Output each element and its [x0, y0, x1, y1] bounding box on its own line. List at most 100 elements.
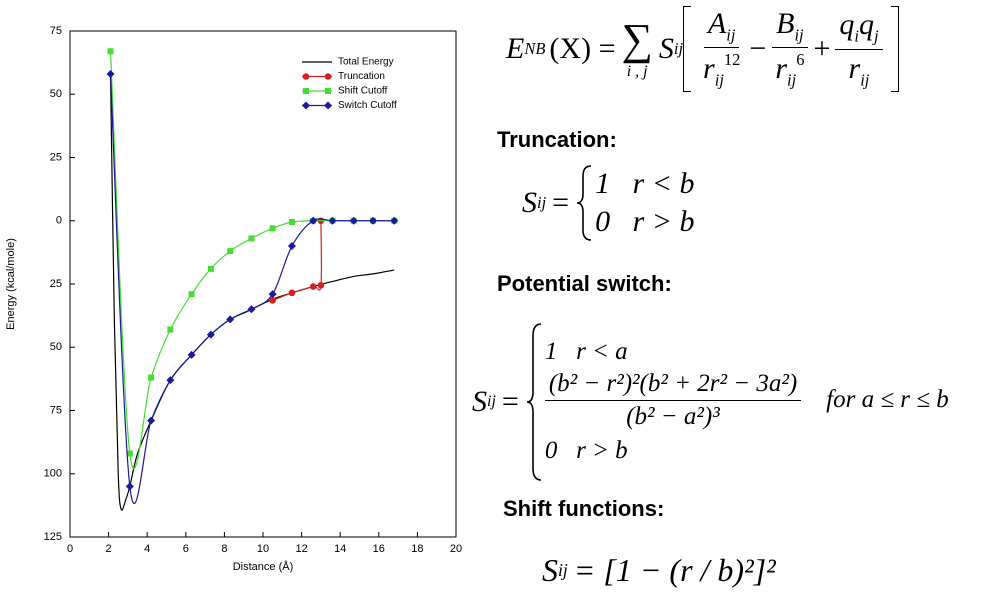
symbol: S: [522, 186, 537, 219]
heading: Shift functions:: [503, 496, 665, 521]
symbol: S: [658, 32, 674, 65]
x-tick-label: 18: [411, 543, 423, 555]
symbol: B: [776, 6, 795, 40]
x-axis-title: Distance (Å): [233, 560, 294, 573]
x-tick-label: 10: [257, 543, 269, 555]
subscript: ij: [860, 69, 870, 89]
marker: [226, 315, 235, 324]
legend-label: Total Energy: [338, 57, 394, 68]
marker: [269, 225, 276, 232]
marker: [166, 376, 175, 385]
x-tick-label: 12: [295, 543, 307, 555]
marker: [107, 48, 114, 55]
y-tick-label: 25: [50, 151, 62, 163]
numerator: (b² − r²)²(b² + 2r² − 3a²): [544, 370, 802, 401]
expression: = [1 − (r / b)²]²: [573, 552, 776, 588]
subscript: i , j: [626, 63, 648, 80]
marker: [309, 216, 318, 225]
brace: [526, 323, 541, 481]
marker: [167, 326, 174, 333]
symbol: (X) =: [549, 32, 616, 65]
subscript: ij: [714, 71, 724, 91]
marker: [288, 219, 295, 226]
subscript: ij: [794, 25, 804, 45]
marker: [227, 248, 234, 255]
superscript: 6: [796, 50, 805, 70]
marker: [287, 242, 296, 251]
heading: Truncation:: [497, 127, 617, 152]
series-line: [109, 51, 395, 469]
y-tick-label: 0: [56, 215, 62, 227]
operator: +: [813, 32, 831, 65]
symbol: q: [839, 8, 855, 42]
y-tick-label: 100: [44, 468, 62, 480]
subscript: NB: [524, 39, 546, 58]
marker: [106, 70, 115, 79]
legend-label: Switch Cutoff: [338, 100, 397, 111]
marker: [187, 350, 196, 359]
marker: [317, 281, 325, 289]
operator: =: [501, 385, 519, 418]
y-tick-label: 75: [50, 404, 62, 416]
marker: [324, 101, 332, 110]
marker: [349, 216, 358, 225]
y-tick-label: 25: [50, 278, 62, 290]
symbol: r: [848, 51, 861, 85]
fraction: Aij rij12: [699, 7, 744, 91]
symbol: r: [703, 52, 715, 86]
marker: [248, 235, 255, 242]
legend-label: Truncation: [338, 71, 385, 82]
symbol: S: [472, 385, 487, 418]
operator: −: [749, 32, 767, 65]
y-tick-label: 50: [50, 341, 62, 353]
marker: [207, 265, 214, 272]
operator: =: [552, 186, 570, 219]
fraction: qiqj rij: [835, 8, 883, 90]
symbol: q: [858, 8, 874, 42]
case: 0 r > b: [544, 436, 628, 464]
superscript: 12: [723, 50, 741, 70]
case: 1 r < a: [544, 337, 628, 365]
legend-label: Shift Cutoff: [338, 86, 388, 97]
case: 0 r > b: [595, 205, 695, 238]
y-tick-label: 125: [44, 531, 62, 543]
marker: [148, 374, 155, 381]
marker: [302, 73, 310, 80]
x-tick-label: 2: [106, 543, 112, 555]
subscript: j: [873, 26, 879, 46]
marker: [126, 450, 133, 457]
marker: [302, 101, 310, 110]
heading: Potential switch:: [497, 271, 672, 296]
marker: [147, 416, 156, 425]
symbol: A: [707, 6, 727, 40]
subscript: ij: [558, 560, 568, 580]
marker: [188, 291, 195, 298]
series-line: [109, 73, 395, 505]
symbol: E: [506, 32, 525, 65]
marker: [125, 482, 134, 491]
marker: [328, 216, 337, 225]
marker: [268, 290, 277, 299]
fraction: (b² − r²)²(b² + 2r² − 3a²) (b² − a²)³: [544, 370, 802, 431]
x-tick-label: 20: [450, 543, 462, 555]
x-tick-label: 14: [334, 543, 346, 555]
marker: [206, 330, 215, 339]
x-tick-label: 16: [373, 543, 385, 555]
y-tick-label: 75: [50, 25, 62, 37]
bracket: [683, 6, 692, 92]
symbol: r: [775, 52, 788, 86]
subscript: i: [854, 26, 859, 46]
marker: [369, 216, 378, 225]
chart: 75 50 25 0 25 50 75 100 125 0 2 4 6 8 10 12 14 16 18 20 Dist…: [5, 25, 462, 573]
x-tick-label: 8: [221, 543, 227, 555]
subscript: ij: [537, 193, 547, 212]
marker: [303, 88, 309, 94]
sum: ∑ i , j: [622, 17, 653, 81]
marker: [288, 289, 296, 297]
symbol: S: [542, 552, 558, 588]
fraction: Bij rij6: [771, 7, 808, 91]
